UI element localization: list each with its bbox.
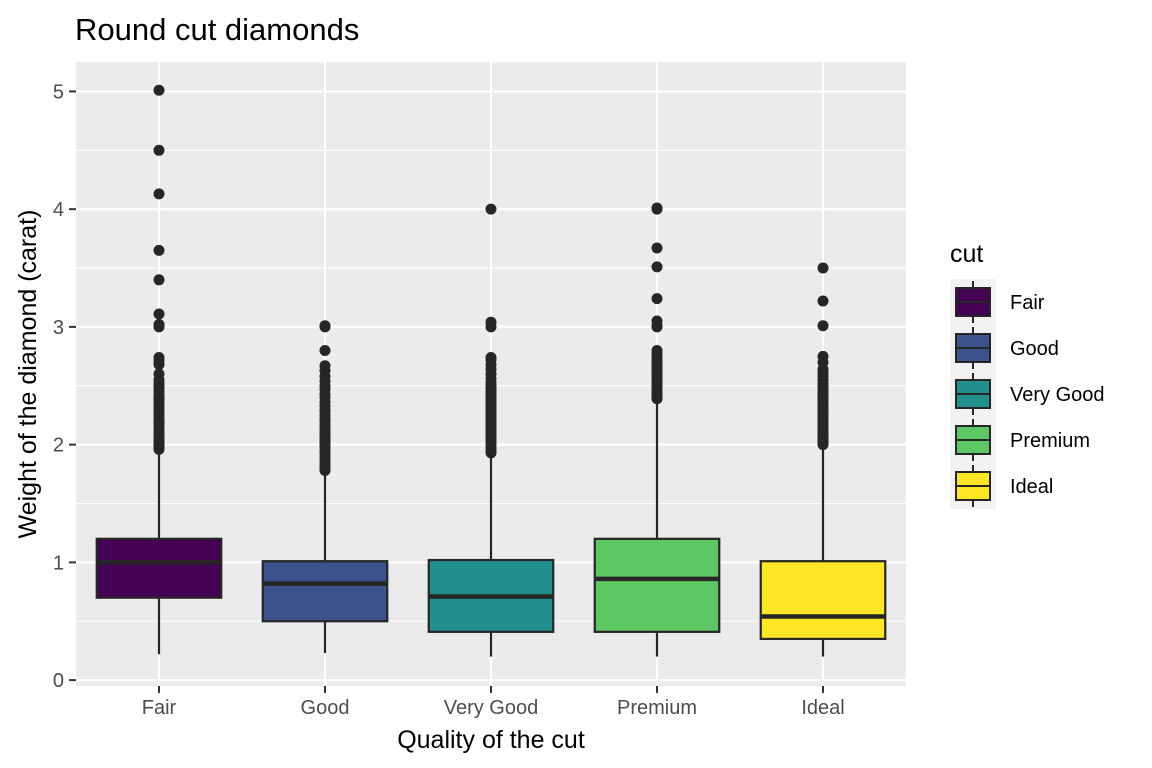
outlier-point (319, 360, 331, 372)
box-premium (593, 202, 721, 657)
box-body (759, 560, 887, 641)
y-axis: 0 1 2 3 4 5 (53, 81, 76, 692)
y-tick-label: 0 (53, 670, 64, 692)
x-tick-label: Very Good (444, 697, 539, 719)
legend-item-ideal: Ideal (950, 463, 1053, 509)
outlier-point (319, 344, 331, 356)
box-body (261, 560, 389, 623)
x-tick-label: Fair (142, 697, 177, 719)
y-tick-label: 5 (53, 81, 64, 103)
y-tick-label: 1 (53, 552, 64, 574)
legend-item-premium: Premium (950, 417, 1090, 463)
legend-item-fair: Fair (950, 279, 1045, 325)
legend: cut Fair Good Very Good Premium Ideal (950, 240, 1105, 509)
x-tick-label: Good (301, 697, 350, 719)
outlier-point (153, 274, 165, 286)
box-fair (95, 84, 223, 655)
outlier-point (319, 320, 331, 332)
outlier-point (153, 144, 165, 156)
box-ideal (759, 262, 887, 657)
box-body (95, 537, 223, 599)
outlier-point (817, 262, 829, 274)
legend-label: Fair (1010, 292, 1045, 314)
outlier-point (651, 315, 663, 327)
outlier-point (153, 308, 165, 320)
outlier-point (817, 295, 829, 307)
outlier-point (153, 368, 165, 380)
legend-label: Very Good (1010, 384, 1105, 406)
outlier-point (651, 202, 663, 214)
outlier-point (153, 188, 165, 200)
y-tick-label: 4 (53, 199, 64, 221)
legend-label: Good (1010, 338, 1059, 360)
legend-label: Premium (1010, 430, 1090, 452)
outlier-point (485, 203, 497, 215)
chart-title: Round cut diamonds (75, 12, 359, 47)
outlier-point (153, 84, 165, 96)
legend-item-very-good: Very Good (950, 371, 1105, 417)
box-body (593, 537, 721, 633)
legend-item-good: Good (950, 325, 1059, 371)
outlier-point (485, 316, 497, 328)
outlier-point (817, 350, 829, 362)
x-axis: Fair Good Very Good Premium Ideal (142, 686, 845, 719)
legend-title: cut (950, 240, 983, 268)
box-good (261, 320, 389, 654)
outlier-point (153, 244, 165, 256)
y-tick-label: 2 (53, 435, 64, 457)
boxes (95, 84, 887, 657)
x-tick-label: Premium (617, 697, 697, 719)
outlier-point (651, 293, 663, 305)
outlier-point (817, 320, 829, 332)
outlier-point (153, 319, 165, 331)
y-tick-label: 3 (53, 317, 64, 339)
x-axis-title: Quality of the cut (397, 726, 585, 754)
outlier-point (153, 352, 165, 364)
outlier-point (651, 242, 663, 254)
box-very-good (427, 203, 555, 657)
outlier-point (651, 261, 663, 273)
outlier-point (651, 344, 663, 356)
legend-label: Ideal (1010, 476, 1053, 498)
outlier-point (485, 352, 497, 364)
y-axis-title: Weight of the diamond (carat) (14, 210, 42, 539)
x-tick-label: Ideal (801, 697, 844, 719)
